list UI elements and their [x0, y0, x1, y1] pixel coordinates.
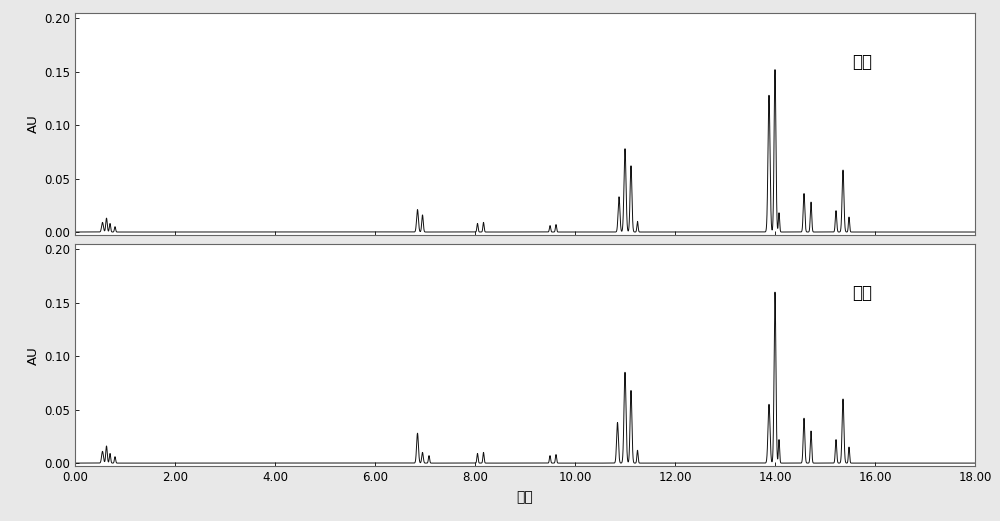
Y-axis label: AU: AU — [27, 115, 40, 133]
Text: 回流: 回流 — [852, 284, 872, 302]
Text: 超声: 超声 — [852, 53, 872, 71]
Y-axis label: AU: AU — [27, 346, 40, 365]
X-axis label: 分钟: 分钟 — [517, 490, 533, 504]
